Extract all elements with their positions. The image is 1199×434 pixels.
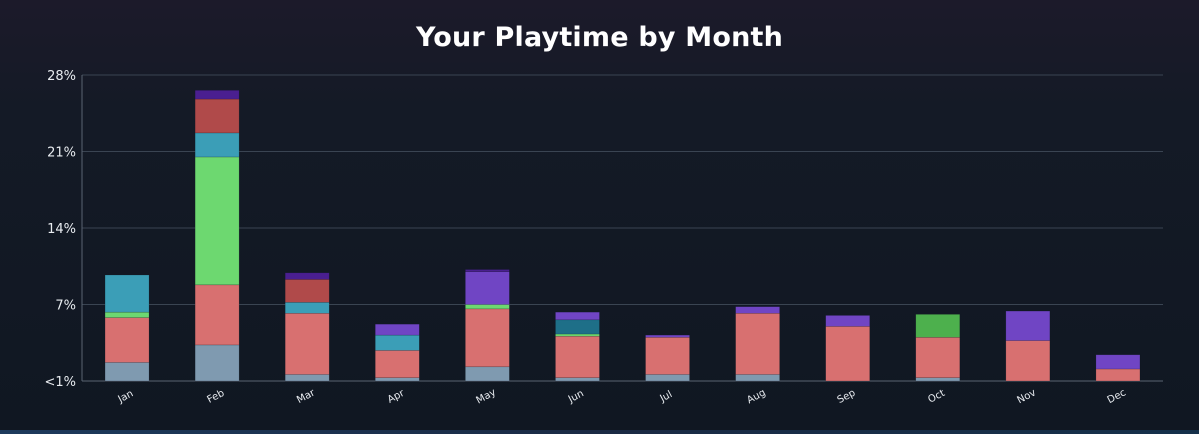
bar-segment[interactable] [555, 377, 600, 382]
bar-segment[interactable] [1005, 310, 1051, 341]
bar-segment[interactable] [194, 98, 240, 134]
bar-segment[interactable] [465, 366, 510, 382]
bar-segment[interactable] [104, 362, 150, 382]
x-tick-label: Nov [1015, 387, 1037, 406]
bar-segment[interactable] [465, 271, 510, 305]
bar-segment[interactable] [284, 279, 330, 303]
bar-segment[interactable] [1005, 340, 1051, 382]
y-tick-label: 28% [47, 69, 76, 84]
bar-stack-oct[interactable] [915, 314, 961, 382]
bar-stack-feb[interactable] [194, 90, 240, 382]
bar-stack-aug[interactable] [735, 306, 780, 382]
bar-stack-apr[interactable] [375, 323, 420, 382]
bar-segment[interactable] [1095, 368, 1141, 382]
bar-segment[interactable] [555, 333, 600, 337]
bar-segment[interactable] [104, 317, 150, 363]
bar-segment[interactable] [555, 311, 600, 321]
bar-segment[interactable] [915, 337, 961, 378]
bar-stack-mar[interactable] [284, 272, 330, 382]
chart-title: Your Playtime by Month [415, 22, 784, 53]
bar-segment[interactable] [375, 323, 420, 336]
bar-segment[interactable] [284, 302, 330, 314]
x-tick-label: Apr [386, 387, 407, 405]
bar-segment[interactable] [465, 269, 510, 272]
bar-segment[interactable] [645, 337, 690, 375]
y-tick-label: 7% [55, 299, 76, 314]
bar-stack-jul[interactable] [645, 334, 690, 382]
x-tick-label: Mar [295, 387, 318, 406]
bar-segment[interactable] [284, 272, 330, 280]
bar-stack-may[interactable] [465, 269, 510, 382]
bar-segment[interactable] [555, 319, 600, 335]
bar-segment[interactable] [104, 311, 150, 318]
x-tick-label: Sep [836, 388, 858, 407]
y-tick-label: 14% [47, 222, 76, 237]
x-tick-label: Jun [566, 388, 586, 406]
x-tick-label: Aug [745, 387, 767, 406]
y-tick-label: <1% [44, 375, 76, 390]
bar-segment[interactable] [735, 306, 780, 314]
bar-segment[interactable] [194, 132, 240, 158]
x-tick-label: Jan [116, 388, 136, 405]
y-tick-label: 21% [47, 146, 76, 161]
x-tick-label: Dec [1106, 387, 1128, 406]
x-tick-label: May [474, 387, 497, 406]
bar-segment[interactable] [645, 374, 690, 382]
bar-segment[interactable] [825, 315, 870, 327]
bar-stack-dec[interactable] [1095, 354, 1141, 382]
bar-segment[interactable] [284, 312, 330, 375]
bar-segment[interactable] [915, 377, 961, 382]
bar-segment[interactable] [735, 374, 780, 382]
bar-stack-sep[interactable] [825, 315, 870, 382]
bar-segment[interactable] [375, 350, 420, 378]
bar-segment[interactable] [915, 314, 961, 338]
bar-segment[interactable] [465, 304, 510, 310]
bar-segment[interactable] [194, 284, 240, 346]
bar-stack-jan[interactable] [104, 274, 150, 382]
bar-segment[interactable] [465, 308, 510, 368]
bar-segment[interactable] [825, 326, 870, 382]
x-tick-label: Jul [658, 389, 675, 405]
bar-stack-jun[interactable] [555, 311, 600, 382]
x-tick-label: Feb [206, 388, 227, 406]
bar-segment[interactable] [735, 312, 780, 375]
bar-segment[interactable] [375, 377, 420, 382]
bottom-strip [0, 430, 1199, 434]
bar-segment[interactable] [1095, 354, 1141, 370]
bar-segment[interactable] [375, 334, 420, 351]
x-tick-label: Oct [926, 388, 947, 406]
bar-segment[interactable] [194, 344, 240, 382]
bar-segment[interactable] [284, 374, 330, 382]
bar-segment[interactable] [194, 156, 240, 286]
bar-segment[interactable] [104, 274, 150, 313]
bar-segment[interactable] [645, 334, 690, 338]
bar-stack-nov[interactable] [1005, 310, 1051, 382]
bar-segment[interactable] [555, 335, 600, 378]
bar-segment[interactable] [194, 90, 240, 100]
